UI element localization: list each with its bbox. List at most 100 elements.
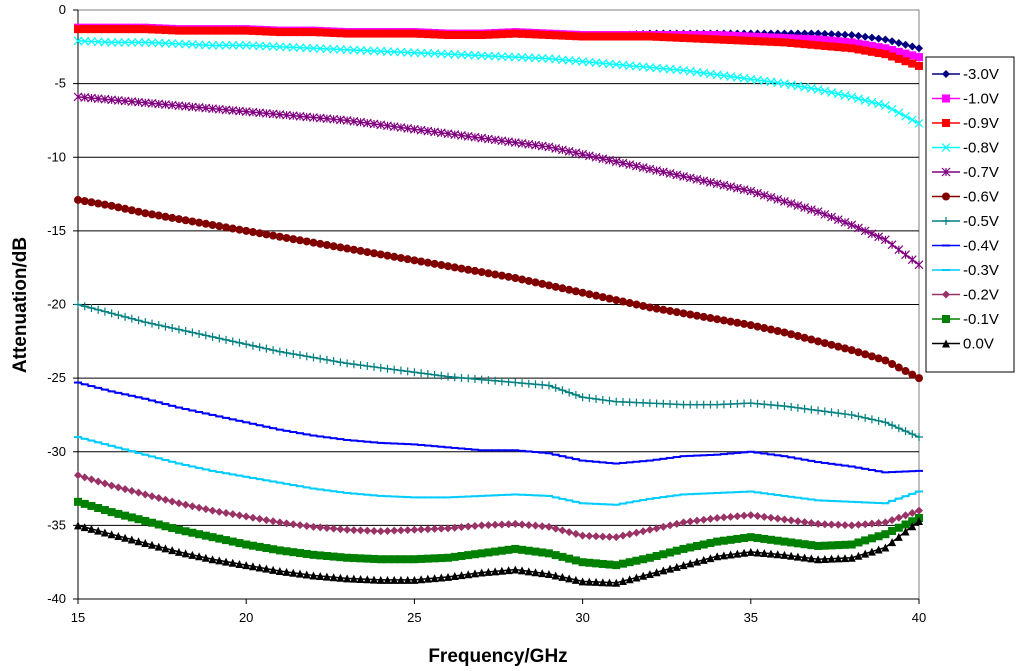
data-point bbox=[558, 284, 567, 293]
data-point bbox=[840, 344, 849, 353]
data-point bbox=[282, 547, 291, 556]
data-point bbox=[450, 50, 460, 59]
data-point bbox=[114, 311, 123, 320]
data-point bbox=[719, 180, 729, 190]
data-point bbox=[491, 376, 500, 385]
data-point bbox=[450, 552, 459, 561]
data-point bbox=[592, 395, 601, 404]
data-point bbox=[511, 565, 520, 574]
data-point bbox=[316, 523, 325, 532]
data-point bbox=[214, 40, 224, 50]
data-point bbox=[477, 568, 486, 577]
data-point bbox=[908, 59, 917, 68]
data-point bbox=[148, 210, 157, 219]
data-point bbox=[497, 566, 506, 575]
data-point bbox=[658, 167, 668, 177]
data-point bbox=[840, 540, 849, 549]
data-point bbox=[141, 516, 150, 525]
data-point bbox=[773, 327, 782, 336]
legend-label: -0.8V bbox=[963, 140, 999, 157]
data-point bbox=[437, 371, 446, 380]
data-point bbox=[470, 569, 479, 578]
data-point bbox=[181, 500, 190, 509]
data-point bbox=[80, 523, 89, 532]
data-point bbox=[787, 34, 796, 43]
data-point bbox=[766, 37, 775, 46]
data-point bbox=[370, 29, 379, 38]
data-point bbox=[531, 53, 540, 63]
data-point bbox=[887, 104, 897, 114]
legend-item: -0.3V bbox=[932, 262, 999, 279]
data-point bbox=[686, 400, 695, 409]
data-point bbox=[766, 400, 775, 409]
data-point bbox=[127, 486, 136, 495]
data-point bbox=[417, 575, 426, 584]
legend-item: 0.0V bbox=[932, 336, 994, 353]
data-point bbox=[571, 390, 580, 399]
data-point bbox=[269, 27, 278, 36]
data-point bbox=[161, 522, 170, 531]
data-point bbox=[645, 525, 654, 534]
data-point bbox=[753, 188, 762, 198]
data-point bbox=[356, 45, 366, 55]
data-point bbox=[235, 559, 244, 568]
data-point bbox=[645, 569, 654, 578]
data-point bbox=[820, 339, 829, 348]
data-point bbox=[915, 433, 923, 442]
data-point bbox=[854, 538, 863, 547]
data-point bbox=[874, 354, 883, 363]
data-point bbox=[827, 408, 836, 417]
data-point bbox=[544, 381, 553, 390]
data-point bbox=[861, 32, 870, 41]
data-point bbox=[242, 26, 251, 35]
data-point bbox=[713, 35, 722, 44]
x-axis-title: Frequency/GHz bbox=[428, 646, 567, 667]
data-point bbox=[329, 357, 338, 366]
data-point bbox=[417, 554, 426, 563]
data-point bbox=[894, 108, 904, 118]
data-point bbox=[316, 28, 325, 37]
data-point bbox=[127, 535, 136, 544]
data-point bbox=[161, 26, 170, 35]
data-point bbox=[706, 400, 715, 409]
data-point bbox=[733, 534, 742, 543]
data-point bbox=[120, 37, 130, 47]
data-point bbox=[834, 409, 843, 418]
data-point bbox=[719, 400, 728, 409]
data-point bbox=[867, 534, 876, 543]
data-point bbox=[309, 353, 318, 362]
data-point bbox=[242, 561, 251, 570]
data-point bbox=[329, 573, 338, 582]
data-point bbox=[692, 541, 701, 550]
data-point bbox=[194, 40, 204, 50]
data-point bbox=[888, 538, 897, 547]
data-point bbox=[719, 536, 728, 545]
data-point bbox=[565, 31, 574, 40]
legend-swatch-marker bbox=[942, 290, 950, 299]
data-point bbox=[746, 32, 755, 41]
data-point bbox=[840, 43, 849, 52]
data-point bbox=[679, 171, 688, 181]
series-markers bbox=[74, 516, 923, 587]
data-point bbox=[618, 297, 627, 306]
data-point bbox=[484, 376, 493, 385]
data-point bbox=[376, 250, 385, 259]
data-point bbox=[652, 399, 661, 408]
data-point bbox=[894, 424, 903, 433]
data-point bbox=[181, 216, 190, 225]
data-point bbox=[417, 369, 426, 378]
data-point bbox=[753, 399, 762, 408]
data-point bbox=[491, 520, 500, 529]
data-point bbox=[605, 294, 614, 303]
data-point bbox=[376, 46, 386, 56]
data-point bbox=[867, 41, 876, 50]
data-point bbox=[834, 30, 843, 39]
data-point bbox=[847, 31, 856, 40]
data-point bbox=[820, 407, 829, 416]
data-point bbox=[679, 309, 688, 318]
data-point bbox=[753, 548, 762, 557]
data-point bbox=[484, 521, 493, 530]
data-point bbox=[639, 555, 648, 564]
data-point bbox=[914, 260, 924, 270]
data-point bbox=[867, 415, 876, 424]
